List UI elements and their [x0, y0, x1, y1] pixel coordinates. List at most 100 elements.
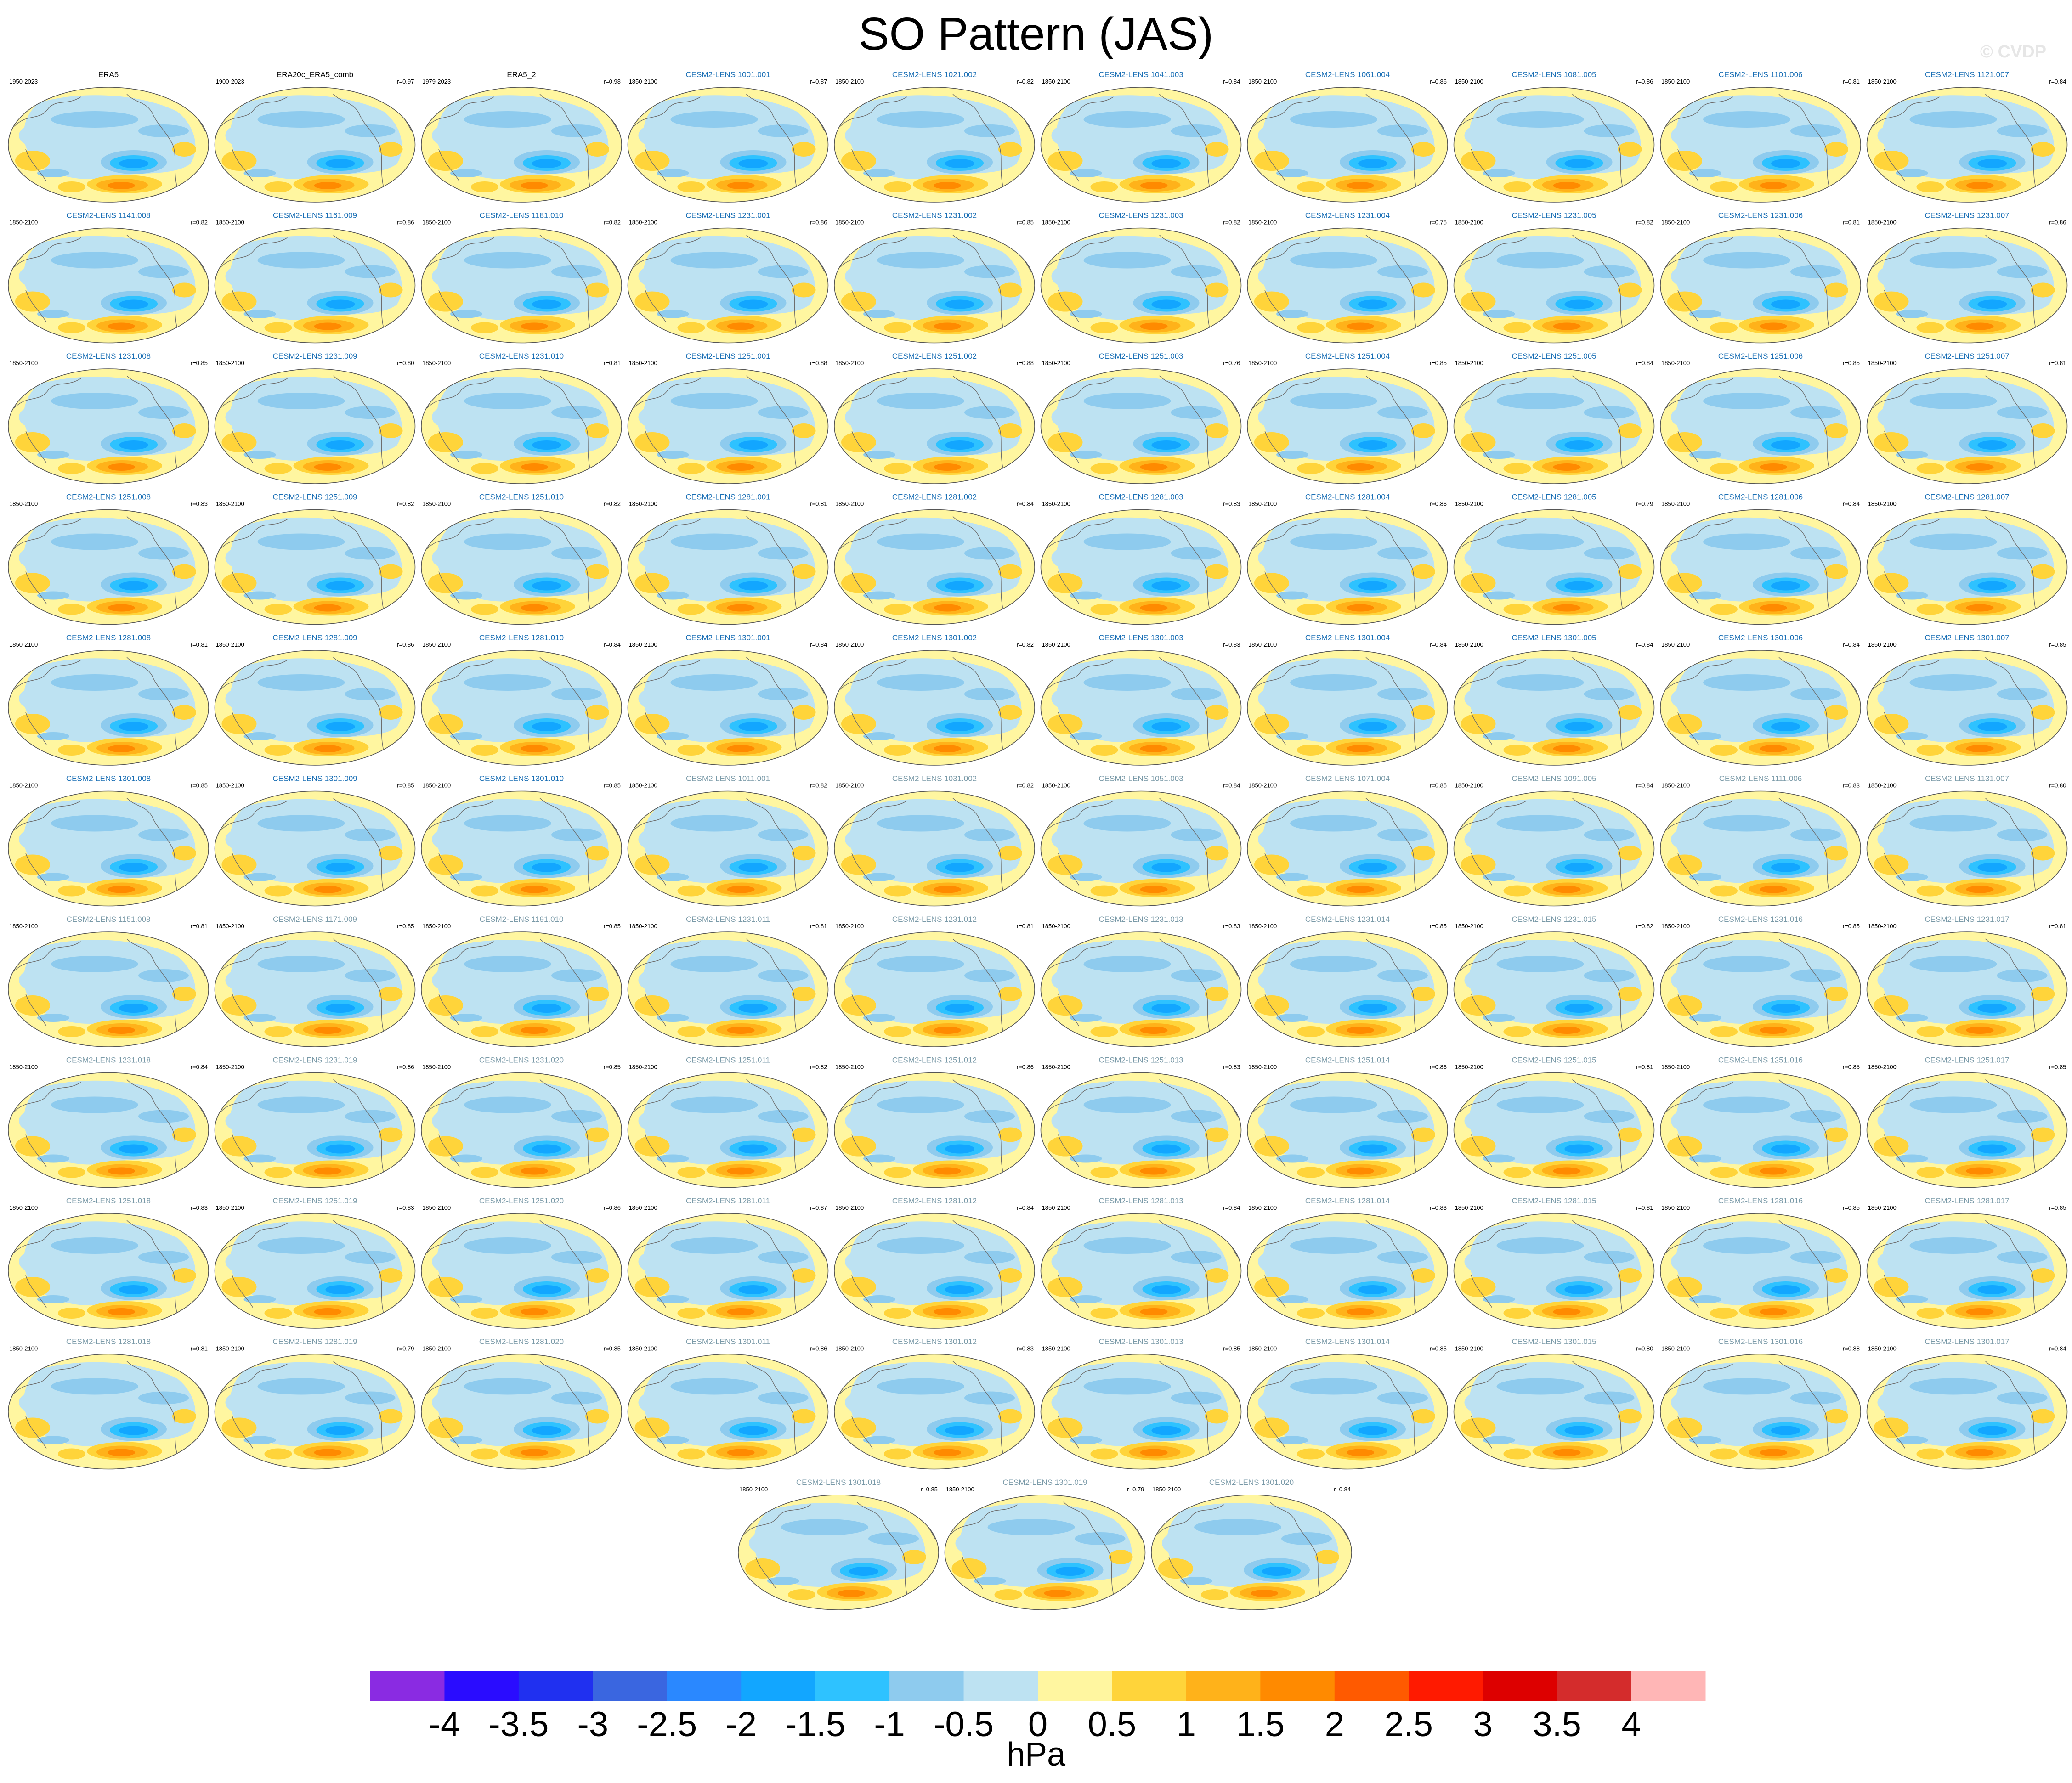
map-panel: 1850-2100 CESM2-LENS 1281.011 r=0.87 — [627, 1196, 829, 1329]
panel-period: 1850-2100 — [629, 1204, 657, 1211]
panel-title: CESM2-LENS 1281.007 — [1925, 493, 2009, 502]
panel-correlation: r=0.81 — [604, 360, 621, 367]
panel-title: CESM2-LENS 1231.014 — [1305, 915, 1390, 924]
panel-title: CESM2-LENS 1231.009 — [272, 352, 357, 361]
panel-title: CESM2-LENS 1251.018 — [66, 1196, 151, 1205]
map-panel: 1850-2100 CESM2-LENS 1231.016 r=0.85 — [1660, 915, 1861, 1047]
panel-period: 1850-2100 — [835, 1064, 864, 1071]
panel-correlation: r=0.86 — [1430, 78, 1447, 85]
panel-title: CESM2-LENS 1281.001 — [685, 493, 770, 502]
panel-title: CESM2-LENS 1281.004 — [1305, 493, 1390, 502]
map-panel: 1850-2100 CESM2-LENS 1251.007 r=0.81 — [1866, 352, 2068, 484]
colorbar-box — [963, 1671, 1038, 1701]
panel-title: CESM2-LENS 1251.005 — [1512, 352, 1596, 361]
panel-correlation: r=0.84 — [1843, 641, 1860, 648]
map-panel: 1850-2100 CESM2-LENS 1231.004 r=0.75 — [1247, 211, 1448, 344]
map-panel: 1850-2100 CESM2-LENS 1301.014 r=0.85 — [1247, 1337, 1448, 1470]
colorbar-tick-label: -2.5 — [637, 1705, 697, 1741]
panel-period: 1850-2100 — [1661, 641, 1690, 648]
panel-correlation: r=0.84 — [1430, 641, 1447, 648]
panel-title: CESM2-LENS 1231.010 — [479, 352, 564, 361]
panel-period: 1850-2100 — [9, 1345, 38, 1352]
panel-period: 1850-2100 — [1661, 1064, 1690, 1071]
panel-correlation: r=0.82 — [810, 1064, 827, 1071]
panel-correlation: r=0.85 — [397, 923, 414, 930]
panel-title: CESM2-LENS 1301.008 — [66, 774, 151, 783]
map-panel: 1850-2100 CESM2-LENS 1231.006 r=0.81 — [1660, 211, 1861, 344]
panel-period: 1850-2100 — [1248, 923, 1277, 930]
colorbar-tick-label: -4 — [429, 1705, 460, 1741]
map-panel: 1850-2100 CESM2-LENS 1251.010 r=0.82 — [421, 493, 622, 625]
map-panel: 1850-2100 CESM2-LENS 1231.009 r=0.80 — [214, 352, 416, 484]
map-panel: 1850-2100 CESM2-LENS 1251.006 r=0.85 — [1660, 352, 1861, 484]
panel-correlation: r=0.84 — [1636, 360, 1653, 367]
panel-period: 1850-2100 — [1868, 782, 1897, 789]
map-panel: 1850-2100 CESM2-LENS 1281.005 r=0.79 — [1453, 493, 1655, 625]
panel-correlation: r=0.81 — [1636, 1064, 1653, 1071]
panel-correlation: r=0.84 — [1223, 782, 1240, 789]
map-panel: 1850-2100 CESM2-LENS 1301.016 r=0.88 — [1660, 1337, 1861, 1470]
panel-title: CESM2-LENS 1021.002 — [892, 70, 977, 79]
panel-title: CESM2-LENS 1251.019 — [272, 1196, 357, 1205]
map-panel: 1850-2100 CESM2-LENS 1251.002 r=0.88 — [834, 352, 1035, 484]
panel-correlation: r=0.86 — [1430, 1064, 1447, 1071]
panel-period: 1850-2100 — [216, 1345, 244, 1352]
panel-title: CESM2-LENS 1141.008 — [66, 211, 150, 220]
map-panel: 1850-2100 CESM2-LENS 1231.010 r=0.81 — [421, 352, 622, 484]
panel-period: 1850-2100 — [422, 219, 451, 226]
map-panel: 1850-2100 CESM2-LENS 1151.008 r=0.81 — [8, 915, 209, 1047]
page-title: SO Pattern (JAS) — [858, 8, 1214, 60]
panel-correlation: r=0.82 — [1223, 219, 1240, 226]
panel-title: CESM2-LENS 1281.006 — [1718, 493, 1803, 502]
panel-title: CESM2-LENS 1251.020 — [479, 1196, 564, 1205]
map-panel: 1850-2100 CESM2-LENS 1231.019 r=0.86 — [214, 1056, 416, 1188]
panel-title: CESM2-LENS 1191.010 — [479, 915, 563, 924]
map-panel: 1850-2100 CESM2-LENS 1301.018 r=0.85 — [738, 1478, 939, 1610]
colorbar-box — [1483, 1671, 1557, 1701]
map-panel: 1850-2100 CESM2-LENS 1231.007 r=0.86 — [1866, 211, 2068, 344]
map-panel: 1850-2100 CESM2-LENS 1041.003 r=0.84 — [1040, 70, 1242, 203]
colorbar-tick-label: 3.5 — [1533, 1705, 1581, 1741]
panel-title: CESM2-LENS 1301.020 — [1209, 1478, 1294, 1487]
map-panel: 1850-2100 CESM2-LENS 1301.008 r=0.85 — [8, 774, 209, 907]
panel-correlation: r=0.86 — [2049, 219, 2066, 226]
colorbar-tick-label: -0.5 — [934, 1705, 994, 1741]
panel-period: 1850-2100 — [9, 219, 38, 226]
panel-correlation: r=0.85 — [2049, 641, 2066, 648]
map-panel: 1850-2100 CESM2-LENS 1281.002 r=0.84 — [834, 493, 1035, 625]
colorbar-box — [815, 1671, 890, 1701]
map-panel: 1850-2100 CESM2-LENS 1301.019 r=0.79 — [944, 1478, 1146, 1610]
panel-title: CESM2-LENS 1231.008 — [66, 352, 151, 361]
panel-period: 1850-2100 — [1042, 360, 1070, 367]
map-panel: 1850-2100 CESM2-LENS 1231.013 r=0.83 — [1040, 915, 1242, 1047]
panel-period: 1850-2100 — [1455, 501, 1483, 508]
panel-title: CESM2-LENS 1111.006 — [1719, 774, 1802, 783]
map-panel: 1850-2100 CESM2-LENS 1281.001 r=0.81 — [627, 493, 829, 625]
colorbar-box — [1557, 1671, 1632, 1701]
panel-correlation: r=0.84 — [1636, 641, 1653, 648]
panel-period: 1850-2100 — [422, 782, 451, 789]
panel-title: CESM2-LENS 1281.017 — [1925, 1196, 2009, 1205]
colorbar-box — [889, 1671, 964, 1701]
panel-correlation: r=0.85 — [1843, 923, 1860, 930]
panel-correlation: r=0.82 — [1017, 78, 1034, 85]
panel-period: 1850-2100 — [9, 1204, 38, 1211]
panel-correlation: r=0.85 — [1223, 1345, 1240, 1352]
map-panel: 1850-2100 CESM2-LENS 1231.008 r=0.85 — [8, 352, 209, 484]
panel-period: 1850-2100 — [9, 782, 38, 789]
panel-period: 1850-2100 — [1868, 1204, 1897, 1211]
panel-period: 1850-2100 — [1868, 219, 1897, 226]
panel-period: 1850-2100 — [1042, 1345, 1070, 1352]
panel-period: 1850-2100 — [1455, 78, 1483, 85]
panel-period: 1850-2100 — [835, 1204, 864, 1211]
panel-title: CESM2-LENS 1301.013 — [1098, 1337, 1183, 1346]
panel-correlation: r=0.84 — [1223, 1204, 1240, 1211]
panel-title: CESM2-LENS 1281.013 — [1098, 1196, 1183, 1205]
panel-correlation: r=0.85 — [604, 1064, 621, 1071]
map-panel: 1850-2100 CESM2-LENS 1011.001 r=0.82 — [627, 774, 829, 907]
map-panel: 1850-2100 CESM2-LENS 1141.008 r=0.82 — [8, 211, 209, 344]
map-panel-grid: 1950-2023 ERA5 1900-2023 ERA20c_ERA5_comb r=… — [8, 70, 2068, 1610]
panel-period: 1850-2100 — [946, 1486, 974, 1493]
panel-correlation: r=0.85 — [191, 782, 208, 789]
panel-title: CESM2-LENS 1061.004 — [1305, 70, 1390, 79]
